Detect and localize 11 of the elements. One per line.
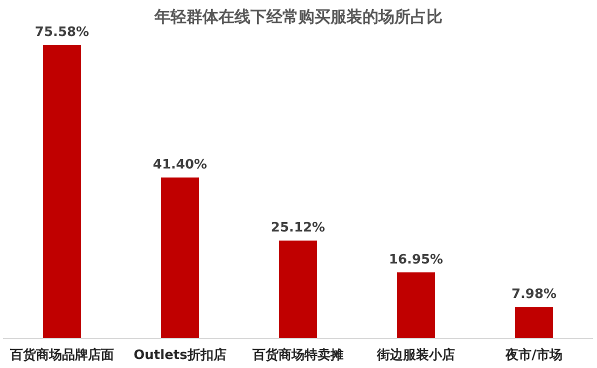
- data-label: 16.95%: [388, 252, 444, 268]
- x-tick-label: 百货商场特卖摊: [252, 347, 344, 363]
- x-tick-label: 街边服装小店: [376, 347, 455, 363]
- data-label: 7.98%: [511, 287, 557, 302]
- x-tick-label: 夜市/市场: [504, 347, 562, 363]
- data-label: 75.58%: [34, 25, 90, 40]
- data-label: 25.12%: [270, 220, 326, 236]
- x-tick-label: Outlets折扣店: [134, 347, 226, 363]
- data-label: 41.40%: [152, 158, 208, 173]
- chart-title: 年轻群体在线下经常购买服装的场所占比: [154, 7, 442, 26]
- x-tick-label: 百货商场品牌店面: [9, 347, 114, 363]
